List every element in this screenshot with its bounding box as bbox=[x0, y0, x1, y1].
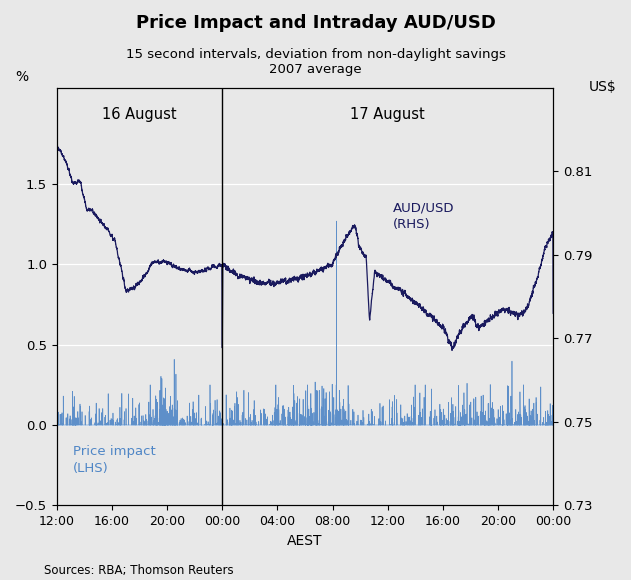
Text: Price Impact and Intraday AUD/USD: Price Impact and Intraday AUD/USD bbox=[136, 14, 495, 32]
Y-axis label: US$: US$ bbox=[589, 79, 616, 93]
Text: 16 August: 16 August bbox=[102, 107, 177, 122]
Y-axis label: %: % bbox=[16, 70, 28, 84]
Text: AUD/USD
(RHS): AUD/USD (RHS) bbox=[393, 201, 454, 231]
Text: 17 August: 17 August bbox=[350, 107, 425, 122]
X-axis label: AEST: AEST bbox=[287, 534, 323, 548]
Text: Sources: RBA; Thomson Reuters: Sources: RBA; Thomson Reuters bbox=[44, 564, 234, 577]
Text: Price impact
(LHS): Price impact (LHS) bbox=[73, 445, 156, 476]
Text: 15 second intervals, deviation from non-daylight savings
2007 average: 15 second intervals, deviation from non-… bbox=[126, 48, 505, 75]
